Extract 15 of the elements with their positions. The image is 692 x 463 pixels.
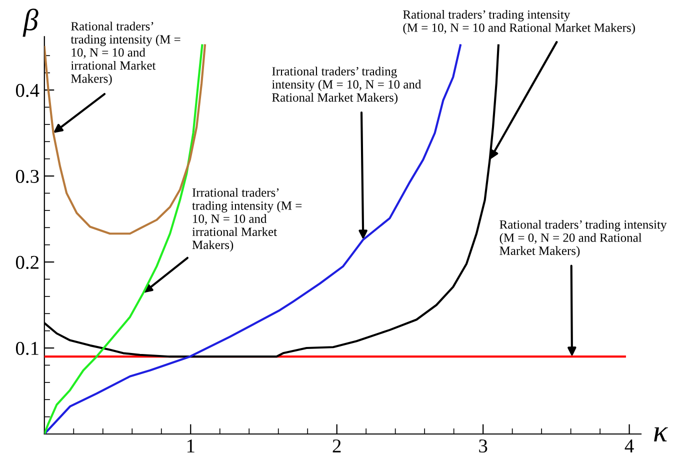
y-axis-title: β [22,8,38,37]
annotation: Rational traders’ trading intensity (M = 10, N = 10 and Rational Market Makers) [403,10,635,34]
x-tick-label: 3 [479,439,488,453]
x-tick-label: 4 [624,440,634,452]
y-tick-label: 0.2 [16,256,38,270]
annotation: Rational traders’ trading intensity (M = 10, N = 10 and irrational Market Makers) [70,22,180,86]
x-tick-label: 1 [187,440,194,452]
x-tick-label: 2 [332,439,341,452]
y-tick-label: 0.4 [16,84,40,98]
annotation: Irrational traders’ trading intensity (M = 10, N = 10 and irrational Market Makers) [192,188,302,252]
x-axis-title: κ [654,427,668,442]
y-tick-label: 0.1 [16,342,38,356]
annotation: Irrational traders’ trading intensity (M = 10, N = 10 and Rational Market Makers) [272,66,422,104]
y-tick-label: 0.3 [16,170,39,184]
annotation: Rational traders’ trading intensity (M = 0, N = 20 and Rational Market Makers) [500,220,667,258]
